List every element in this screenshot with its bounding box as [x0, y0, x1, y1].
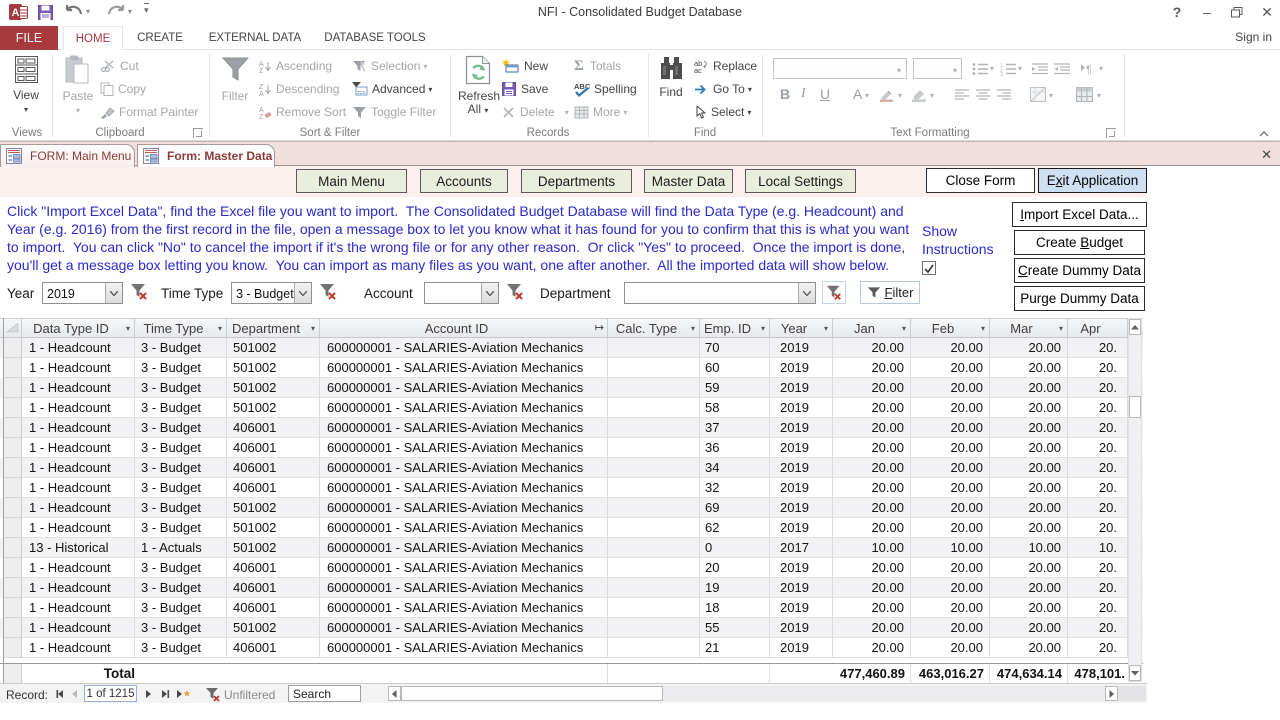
svg-text:3: 3: [1000, 72, 1003, 76]
svg-text:A: A: [12, 7, 20, 19]
svg-text:Z: Z: [259, 68, 264, 73]
svg-text:2: 2: [1000, 68, 1003, 74]
svg-text:A: A: [259, 107, 264, 114]
svg-text:A: A: [259, 61, 264, 68]
svg-text:Z: Z: [259, 84, 264, 91]
svg-text:A: A: [259, 91, 264, 96]
svg-text:¶: ¶: [1086, 64, 1092, 75]
svg-text:ab: ab: [694, 59, 702, 68]
svg-text:Z: Z: [259, 114, 264, 119]
svg-text:ABC: ABC: [574, 82, 590, 91]
svg-text:1: 1: [1000, 63, 1003, 69]
svg-text:ac: ac: [694, 66, 702, 73]
